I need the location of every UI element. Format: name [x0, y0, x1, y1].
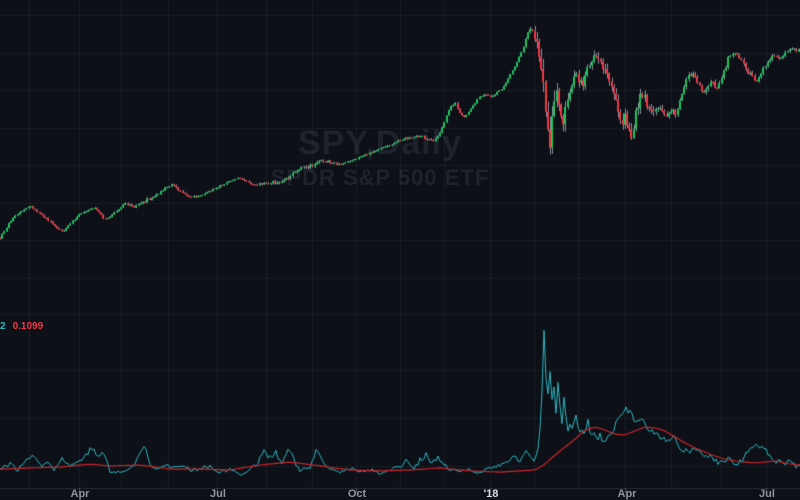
time-axis-label: '18 [483, 488, 499, 500]
time-axis[interactable]: Apr Jul Oct '18 Apr Jul [0, 489, 800, 500]
time-axis-label: Oct [347, 488, 367, 500]
time-axis-label: Jul [759, 488, 775, 500]
indicator-fast-value: 2 [0, 321, 6, 332]
time-axis-label: Apr [70, 488, 90, 500]
time-axis-label: Apr [617, 488, 637, 500]
indicator-signal-value: 0.1099 [12, 321, 44, 332]
time-axis-label: Jul [210, 488, 226, 500]
indicator-value-readout: 2 0.1099 [0, 321, 43, 332]
